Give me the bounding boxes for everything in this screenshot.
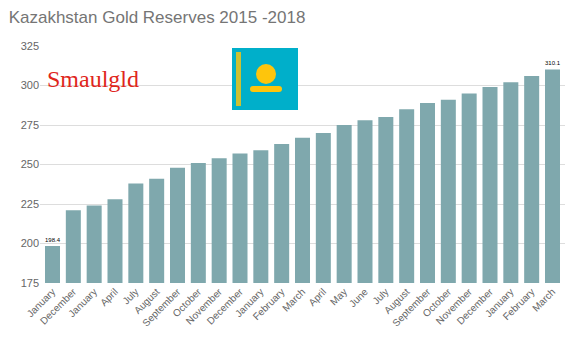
svg-text:October: October [170, 286, 203, 319]
svg-text:April: April [98, 286, 120, 308]
svg-text:250: 250 [21, 158, 39, 170]
svg-text:225: 225 [21, 198, 39, 210]
svg-text:April: April [306, 286, 328, 308]
svg-text:January: January [233, 286, 266, 319]
svg-text:December: December [205, 286, 246, 327]
svg-text:325: 325 [21, 40, 39, 52]
svg-text:Smaulgld: Smaulgld [47, 66, 139, 92]
svg-text:February: February [251, 286, 287, 322]
svg-text:December: December [455, 286, 496, 327]
svg-text:March: March [530, 286, 557, 313]
svg-text:January: January [66, 286, 99, 319]
svg-text:September: September [140, 286, 183, 329]
svg-text:August: August [382, 286, 412, 316]
svg-text:November: November [434, 286, 475, 327]
svg-text:310.1: 310.1 [545, 60, 561, 66]
svg-text:November: November [184, 286, 225, 327]
svg-text:January: January [483, 286, 516, 319]
svg-text:300: 300 [21, 79, 39, 91]
svg-text:January: January [25, 286, 58, 319]
svg-text:December: December [38, 286, 79, 327]
svg-text:Kazakhstan Gold Reserves 2015: Kazakhstan Gold Reserves 2015 -2018 [9, 8, 306, 27]
svg-text:200: 200 [21, 237, 39, 249]
svg-text:275: 275 [21, 119, 39, 131]
svg-text:July: July [370, 286, 390, 306]
svg-text:175: 175 [21, 277, 39, 289]
svg-text:June: June [347, 286, 370, 309]
svg-text:September: September [390, 286, 433, 329]
svg-text:March: March [280, 286, 307, 313]
svg-text:October: October [420, 286, 453, 319]
svg-text:July: July [120, 286, 140, 306]
svg-text:August: August [132, 286, 162, 316]
svg-text:February: February [501, 286, 537, 322]
svg-text:198.4: 198.4 [45, 237, 61, 243]
svg-text:May: May [328, 286, 349, 307]
